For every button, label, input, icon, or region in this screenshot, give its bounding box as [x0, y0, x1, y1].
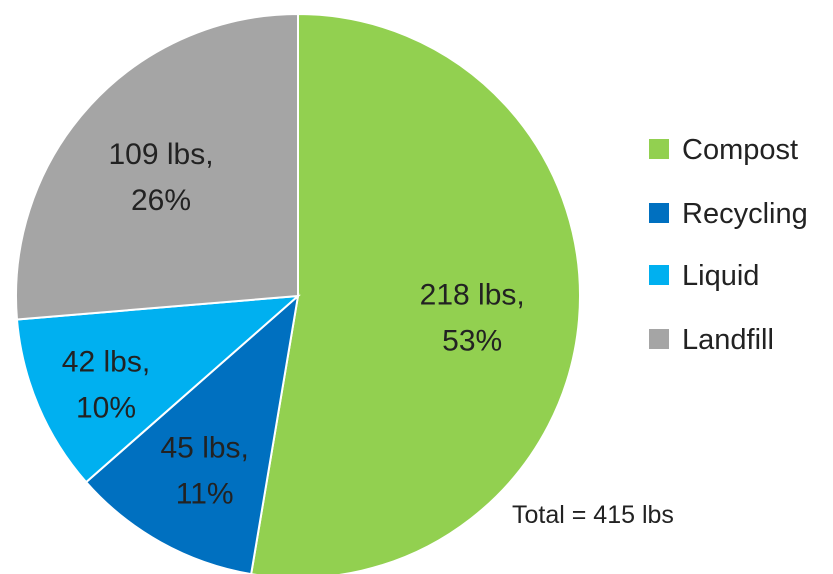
pie-slice-labels: 218 lbs, 53% 45 lbs, 11% 42 lbs, 10% 109 lbs, 2… — [62, 138, 525, 511]
slice-label-percent: 26% — [131, 184, 191, 217]
legend-swatch-recycling — [649, 203, 669, 223]
slice-label-recycling: 45 lbs, 11% — [161, 432, 249, 511]
slice-label-value: 218 lbs, — [420, 279, 525, 312]
legend-swatch-landfill — [649, 329, 669, 349]
legend-label-liquid: Liquid — [682, 260, 759, 292]
legend-label-compost: Compost — [682, 134, 798, 166]
slice-label-percent: 10% — [76, 392, 136, 425]
legend: Compost Recycling Liquid Landfill — [649, 134, 808, 356]
legend-swatch-liquid — [649, 265, 669, 285]
pie-slice-recycling — [84, 293, 300, 574]
slice-label-value: 109 lbs, — [108, 138, 213, 171]
pie-slice-landfill — [15, 12, 299, 321]
slice-label-landfill: 109 lbs, 26% — [108, 138, 213, 217]
pie-slice-liquid — [15, 294, 301, 484]
legend-label-landfill: Landfill — [682, 324, 774, 356]
slice-label-compost: 218 lbs, 53% — [420, 279, 525, 358]
legend-swatch-compost — [649, 139, 669, 159]
slice-label-liquid: 42 lbs, 10% — [62, 346, 150, 425]
slice-label-percent: 53% — [442, 325, 502, 358]
pie-slice-compost — [250, 12, 581, 574]
slice-label-value: 42 lbs, — [62, 346, 150, 379]
total-annotation: Total = 415 lbs — [512, 501, 674, 529]
legend-label-recycling: Recycling — [682, 198, 808, 230]
pie-slices — [15, 12, 581, 574]
slice-label-value: 45 lbs, — [161, 432, 249, 465]
slice-label-percent: 11% — [176, 478, 234, 511]
